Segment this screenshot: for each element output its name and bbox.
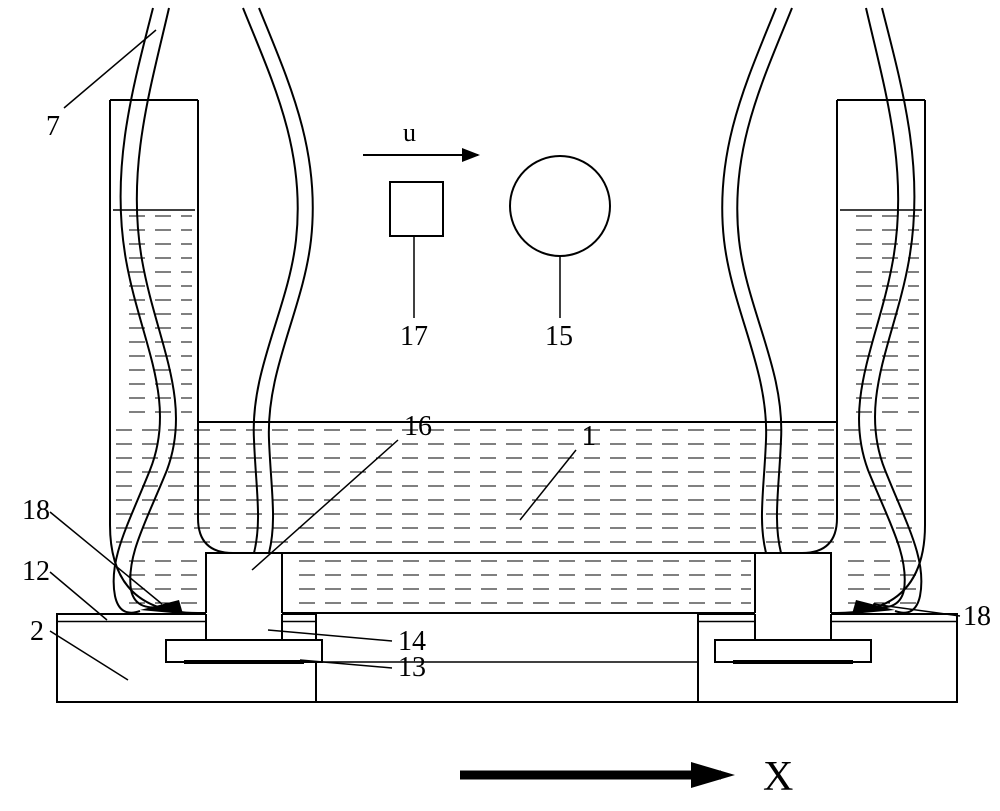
callout-text-14: 14 [398,626,426,657]
engineering-diagram: uX1271213141516171818 [0,0,1000,811]
ux-label: u [403,118,416,147]
callout-line-18L [50,512,162,604]
callout-line-1 [520,450,576,520]
callout-text-2: 2 [30,616,44,647]
callout-line-12 [50,572,107,620]
base-channel [316,614,698,702]
shape-15 [510,156,610,256]
x-axis-label: X [763,754,793,800]
callout-line-7 [64,30,156,108]
vessel-inner-wall [198,100,837,553]
support-left-16-top [206,553,282,614]
lead-wires-7 [114,8,922,613]
callout-text-17: 17 [400,321,428,352]
callout-text-7: 7 [46,111,60,142]
support-right-top [755,553,831,614]
callout-line-13 [300,660,392,668]
support-left-16-flange [166,640,322,662]
shape-17 [390,182,443,236]
callout-line-16 [252,440,398,570]
vessel-outer-wall [110,100,925,613]
callout-line-2 [50,631,128,680]
callout-text-1: 1 [582,421,596,452]
callout-text-18L: 18 [22,495,50,526]
callout-text-12: 12 [22,556,50,587]
callout-text-18R: 18 [963,601,991,632]
callout-text-15: 15 [545,321,573,352]
callout-text-16: 16 [404,411,432,442]
support-right-flange [715,640,871,662]
liquid-hatching-1 [116,216,919,603]
